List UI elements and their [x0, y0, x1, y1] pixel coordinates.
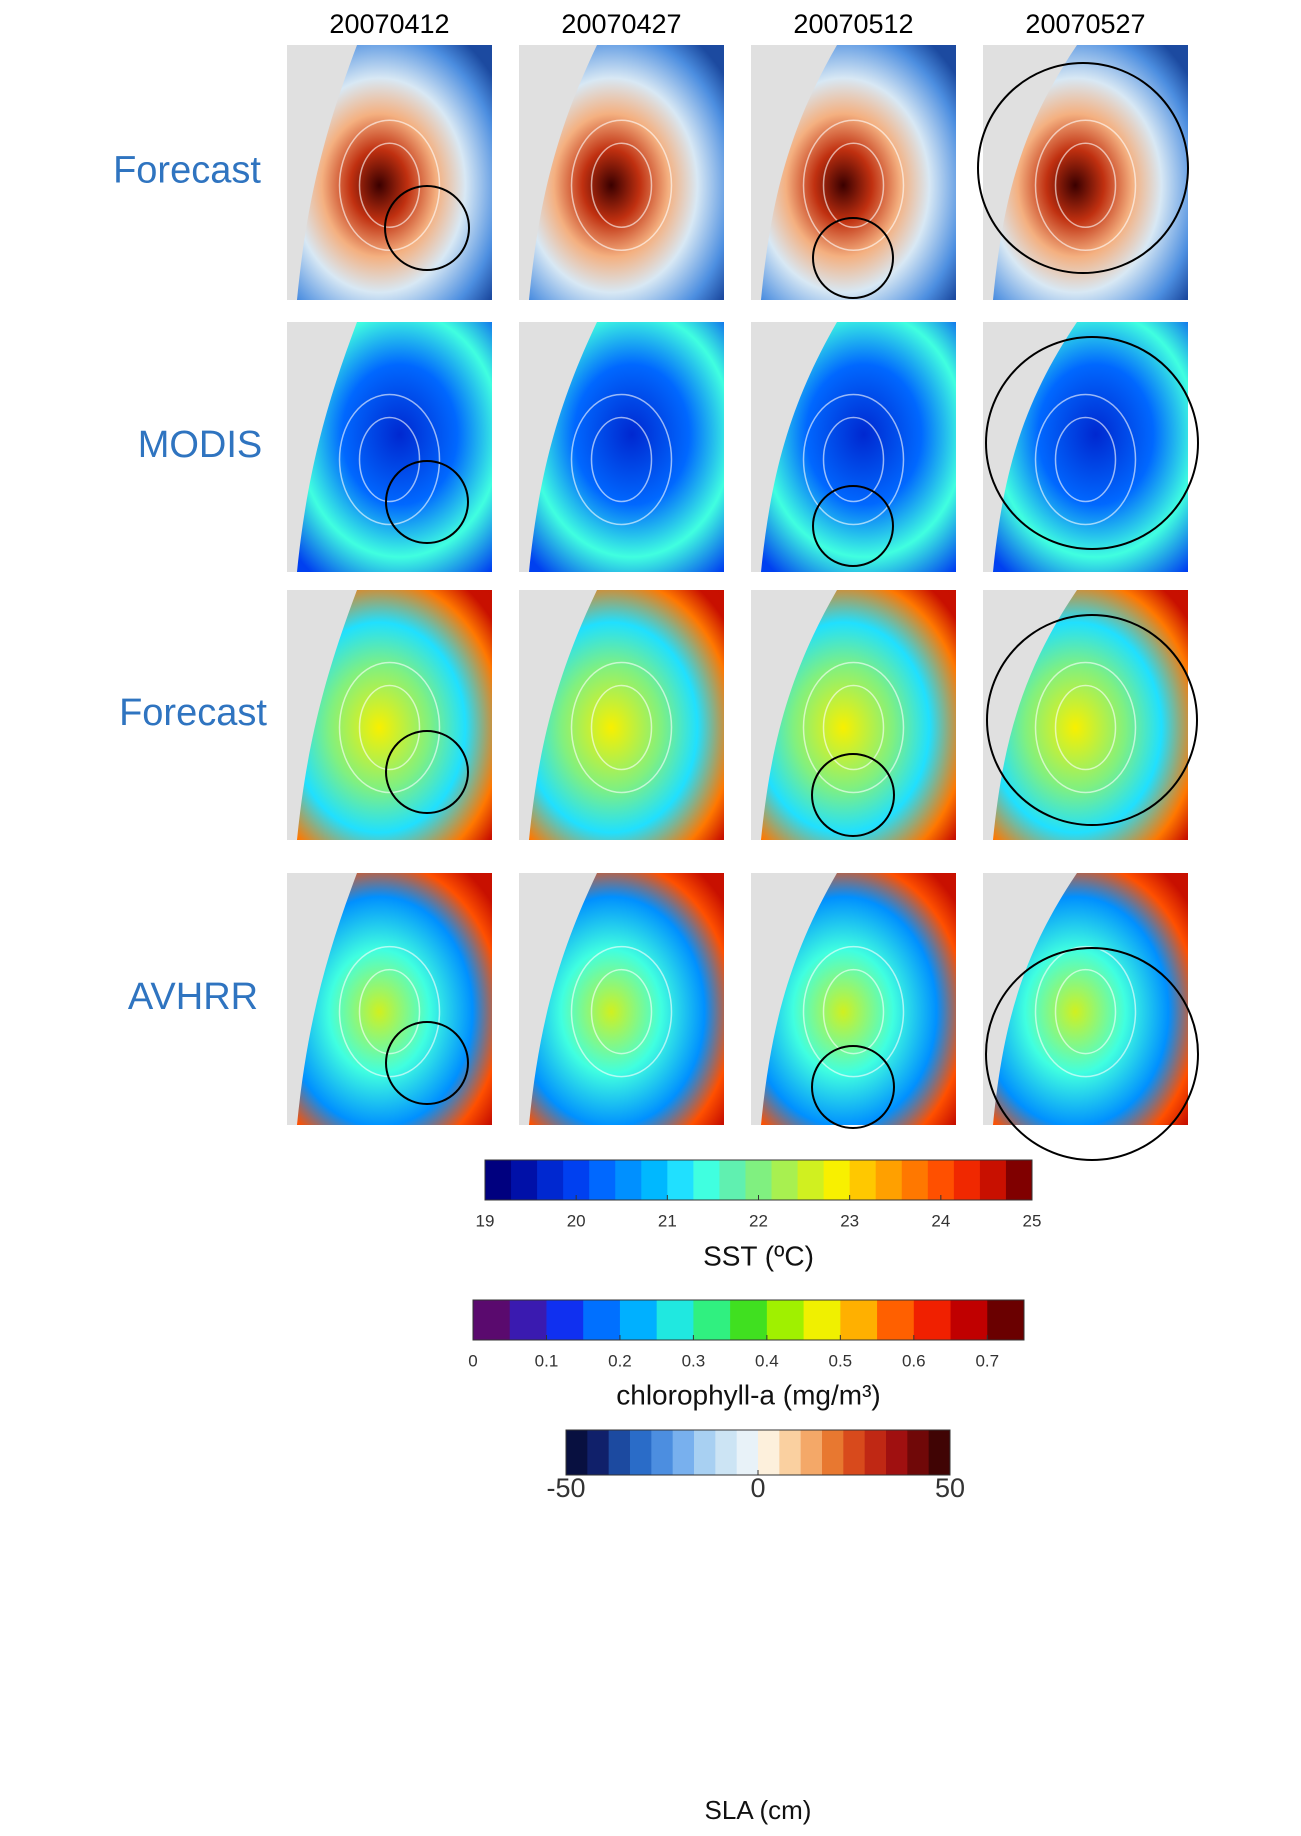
- colorbar-block: [907, 1430, 929, 1475]
- colorbar-block: [641, 1160, 668, 1200]
- colorbar-tick-label: 0.2: [608, 1351, 632, 1370]
- colorbar-block: [715, 1430, 737, 1475]
- colorbar-block: [615, 1160, 642, 1200]
- colorbar-block: [779, 1430, 801, 1475]
- colorbar-tick-label: 0.7: [975, 1351, 999, 1370]
- colorbar-block: [804, 1300, 841, 1340]
- colorbar-block: [589, 1160, 616, 1200]
- colorbar-block: [798, 1160, 825, 1200]
- colorbar-block: [537, 1160, 564, 1200]
- colorbar-tick-label: 22: [749, 1211, 768, 1230]
- column-date: 20070512: [793, 9, 913, 39]
- colorbar-tick-label: 25: [1023, 1211, 1042, 1230]
- colorbar-block: [719, 1160, 746, 1200]
- colorbar-tick-label: 0.4: [755, 1351, 779, 1370]
- colorbar-block: [850, 1160, 877, 1200]
- colorbar-block: [877, 1300, 914, 1340]
- colorbar-block: [1006, 1160, 1033, 1200]
- colorbar-block: [693, 1160, 720, 1200]
- colorbar-block: [914, 1300, 951, 1340]
- colorbar-block: [980, 1160, 1007, 1200]
- column-date: 20070527: [1025, 9, 1145, 39]
- colorbar-block: [620, 1300, 657, 1340]
- colorbar-tick-label: 50: [935, 1473, 965, 1503]
- colorbar-block: [609, 1430, 631, 1475]
- colorbars: 19 20 21 22 23 24 25 SST (ºC) 0 0.1 0.2 0.3 0.4 0.5 0.…: [468, 1160, 1041, 1825]
- figure: 20070412 20070427 20070512 20070527 Forecast…: [0, 0, 1301, 1831]
- colorbar-block: [546, 1300, 583, 1340]
- row-label: Forecast: [113, 150, 261, 192]
- colorbar-tick-label: 0.6: [902, 1351, 926, 1370]
- colorbar-tick-label: 0: [468, 1351, 477, 1370]
- colorbar-block: [928, 1160, 955, 1200]
- colorbar-tick-label: 0.3: [682, 1351, 706, 1370]
- colorbar-block: [587, 1430, 609, 1475]
- colorbar-block: [767, 1300, 804, 1340]
- colorbar-tick-label: 0.1: [535, 1351, 559, 1370]
- colorbar-block: [485, 1160, 512, 1200]
- colorbar-block: [673, 1430, 695, 1475]
- colorbar-block: [987, 1300, 1024, 1340]
- colorbar-title: SST (ºC): [703, 1240, 814, 1271]
- colorbar-block: [840, 1300, 877, 1340]
- colorbar-block: [843, 1430, 865, 1475]
- colorbar-block: [510, 1300, 547, 1340]
- colorbar-tick-label: 0: [750, 1473, 765, 1503]
- row-label: Forecast: [119, 692, 267, 734]
- colorbar-block: [737, 1430, 759, 1475]
- row-label: MODIS: [138, 424, 263, 466]
- colorbar-tick-label: 0.5: [829, 1351, 853, 1370]
- colorbar-title: chlorophyll-a (mg/m³): [616, 1379, 881, 1410]
- colorbar-block: [667, 1160, 694, 1200]
- colorbar-tick-label: 20: [567, 1211, 586, 1230]
- colorbar-title: SLA (cm): [705, 1795, 812, 1825]
- row-label: AVHRR: [128, 976, 258, 1018]
- colorbar-tick-label: 21: [658, 1211, 677, 1230]
- panel-grid: 20070412 20070427 20070512 20070527 Forecast…: [113, 9, 1198, 1160]
- colorbar-block: [730, 1300, 767, 1340]
- colorbar-block: [563, 1160, 590, 1200]
- colorbar-block: [902, 1160, 929, 1200]
- colorbar-block: [886, 1430, 908, 1475]
- colorbar-block: [954, 1160, 981, 1200]
- colorbar-block: [511, 1160, 538, 1200]
- colorbar-block: [865, 1430, 887, 1475]
- colorbar-block: [951, 1300, 988, 1340]
- colorbar-block: [583, 1300, 620, 1340]
- colorbar-block: [745, 1160, 772, 1200]
- colorbar-block: [758, 1430, 780, 1475]
- colorbar-block: [657, 1300, 694, 1340]
- colorbar-block: [473, 1300, 510, 1340]
- column-date: 20070412: [329, 9, 449, 39]
- colorbar-tick-label: 19: [476, 1211, 495, 1230]
- colorbar-block: [693, 1300, 730, 1340]
- column-date: 20070427: [561, 9, 681, 39]
- colorbar-block: [651, 1430, 673, 1475]
- colorbar-block: [876, 1160, 903, 1200]
- colorbar-tick-label: 23: [840, 1211, 859, 1230]
- colorbar-tick-label: 24: [931, 1211, 950, 1230]
- colorbar-block: [929, 1430, 951, 1475]
- colorbar-block: [822, 1430, 844, 1475]
- colorbar-block: [801, 1430, 823, 1475]
- colorbar-tick-label: -50: [546, 1473, 585, 1503]
- colorbar-block: [772, 1160, 799, 1200]
- colorbar-block: [630, 1430, 652, 1475]
- colorbar-block: [566, 1430, 588, 1475]
- colorbar-block: [694, 1430, 716, 1475]
- colorbar-block: [824, 1160, 851, 1200]
